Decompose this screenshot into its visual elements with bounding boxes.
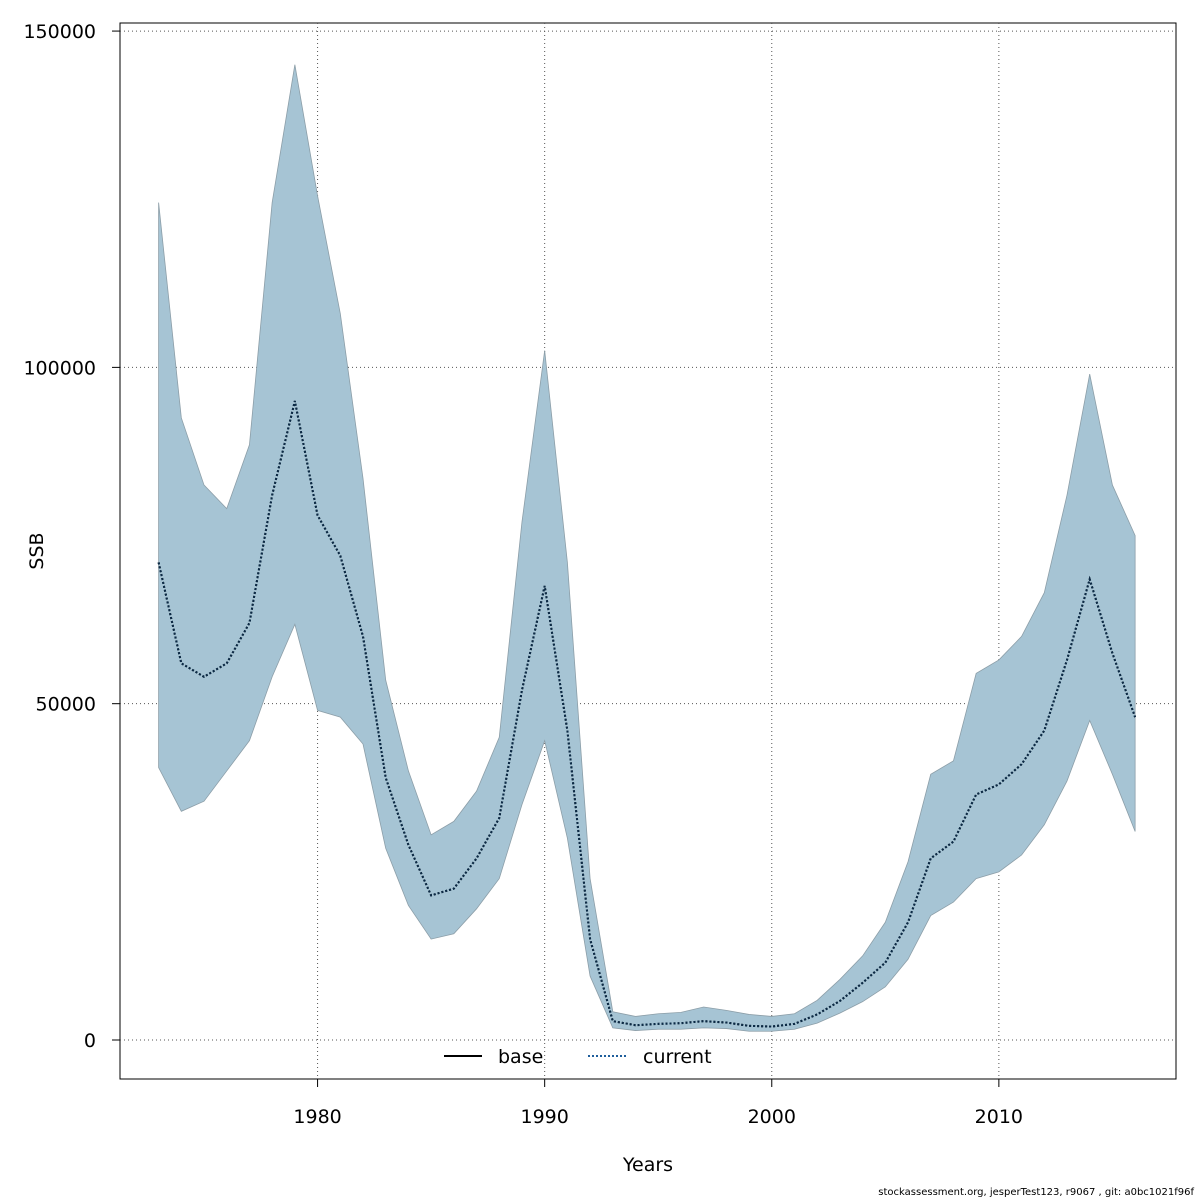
x-tick-label-1990: 1990 [520, 1106, 568, 1128]
legend: base current [444, 1046, 712, 1068]
grid-lines [120, 23, 1176, 1079]
confidence-band [158, 64, 1136, 1032]
footer-credit: stockassessment.org, jesperTest123, r906… [878, 1187, 1194, 1198]
plot-area-box [119, 22, 1177, 1080]
legend-label-current: current [643, 1046, 712, 1068]
y-tick-label-150000: 150000 [23, 21, 96, 43]
x-tick-label-1980: 1980 [293, 1106, 341, 1128]
y-tick-label-50000: 50000 [36, 694, 96, 716]
y-axis-title: SSB [26, 532, 48, 569]
axes: 1980 1990 2000 2010 0 50000 100000 150000 [23, 21, 1023, 1128]
series-line-current [157, 400, 1137, 1028]
legend-label-base: base [498, 1046, 543, 1068]
x-axis-title: Years [622, 1154, 673, 1176]
y-tick-label-0: 0 [84, 1030, 96, 1052]
x-tick-label-2000: 2000 [748, 1106, 796, 1128]
y-tick-label-100000: 100000 [23, 357, 96, 379]
x-tick-label-2010: 2010 [975, 1106, 1023, 1128]
